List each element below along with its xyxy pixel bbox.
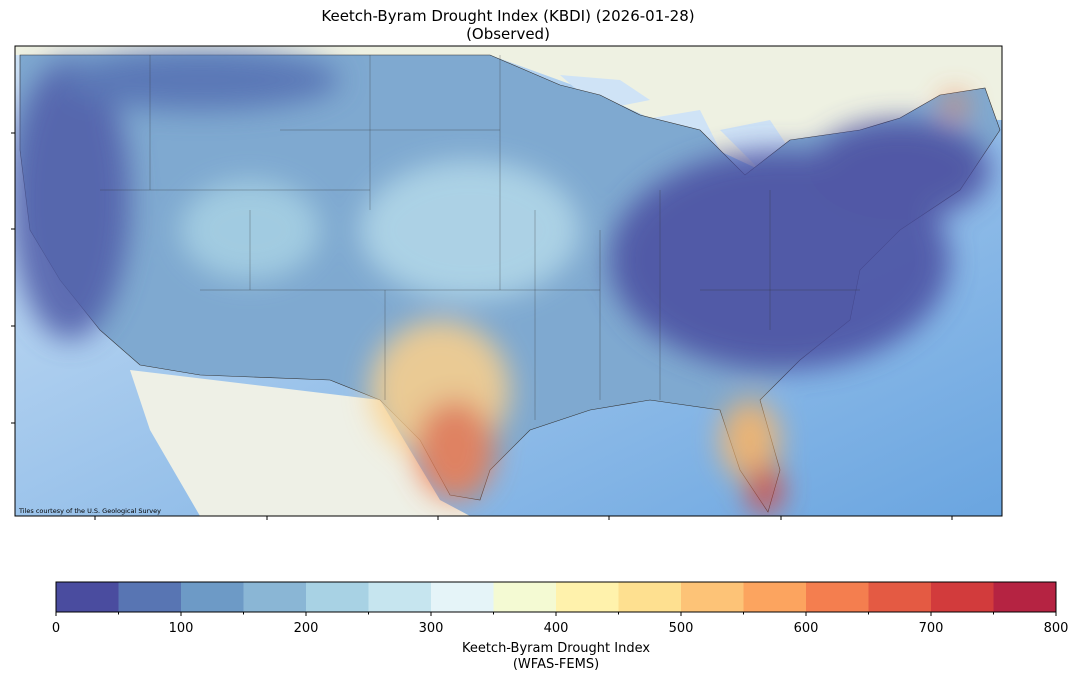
map-axis-ticks [11, 132, 953, 520]
colorbar-bin [306, 582, 369, 612]
tick-label: 700 [919, 621, 944, 636]
state-borders [100, 55, 860, 420]
mexico [130, 370, 470, 516]
title: Keetch-Byram Drought Index (KBDI) (2026-… [321, 7, 694, 25]
map-frame [14, 45, 1003, 517]
colorbar-bin [431, 582, 494, 612]
colorbar-bin [743, 582, 806, 612]
tick-label: 200 [294, 621, 319, 636]
tick-label: 100 [169, 621, 194, 636]
colorbar-bin [868, 582, 931, 612]
colorbar-bin [993, 582, 1056, 612]
colorbar-bin [681, 582, 744, 612]
colorbar: 0 100 200 300 400 500 600 700 800 [52, 581, 1069, 636]
colorbar-bin [618, 582, 681, 612]
colorbar-sublabel: (WFAS-FEMS) [513, 657, 599, 672]
colorbar-bin [56, 582, 119, 612]
map: Tiles courtesy of the U.S. Geological Su… [15, 46, 1002, 516]
colorbar-bin [368, 582, 431, 612]
subtitle: (Observed) [466, 25, 550, 43]
colorbar-bin [118, 582, 181, 612]
tick-label: 800 [1044, 621, 1069, 636]
tick-label: 0 [52, 621, 60, 636]
colorbar-bin [181, 582, 244, 612]
colorbar-bin [556, 582, 619, 612]
tick-label: 400 [544, 621, 569, 636]
tick-label: 300 [419, 621, 444, 636]
colorbar-label: Keetch-Byram Drought Index [462, 641, 650, 656]
tick-label: 500 [669, 621, 694, 636]
attribution: Tiles courtesy of the U.S. Geological Su… [18, 507, 161, 515]
colorbar-bin [931, 582, 994, 612]
colorbar-bin [493, 582, 556, 612]
tick-label: 600 [794, 621, 819, 636]
colorbar-bin [243, 582, 306, 612]
colorbar-bin [806, 582, 869, 612]
kbdi-field [15, 50, 990, 515]
